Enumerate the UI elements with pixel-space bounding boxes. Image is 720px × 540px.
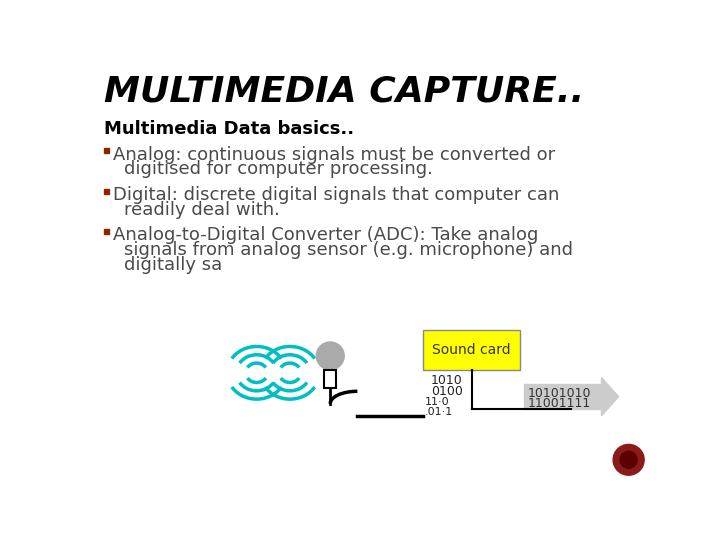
Text: digitally sa: digitally sa (124, 256, 222, 274)
Bar (104, 229, 109, 234)
Text: digitised for computer processing.: digitised for computer processing. (124, 160, 433, 178)
Bar (524, 384, 601, 409)
Text: Multimedia Data basics..: Multimedia Data basics.. (104, 120, 354, 138)
Bar (423, 330, 520, 370)
Bar (104, 189, 109, 194)
Text: Digital: discrete digital signals that computer can: Digital: discrete digital signals that c… (113, 186, 559, 205)
Bar (324, 370, 336, 388)
Text: Analog: continuous signals must be converted or: Analog: continuous signals must be conve… (113, 146, 555, 164)
Circle shape (613, 444, 644, 475)
Bar (104, 148, 109, 153)
Text: MULTIMEDIA CAPTURE..: MULTIMEDIA CAPTURE.. (104, 74, 584, 108)
Text: 1010: 1010 (431, 374, 463, 387)
Text: 11001111: 11001111 (528, 397, 591, 410)
Text: Sound card: Sound card (433, 343, 511, 357)
Text: signals from analog sensor (e.g. microphone) and: signals from analog sensor (e.g. microph… (124, 241, 573, 259)
Text: 11·0: 11·0 (425, 397, 449, 408)
Circle shape (316, 342, 344, 370)
Text: .01·1: .01·1 (425, 408, 453, 417)
Text: 10101010: 10101010 (528, 387, 591, 400)
Polygon shape (601, 377, 618, 416)
Circle shape (620, 451, 637, 468)
Text: 0100: 0100 (431, 385, 463, 398)
Text: Analog-to-Digital Converter (ADC): Take analog: Analog-to-Digital Converter (ADC): Take … (113, 226, 539, 245)
Text: readily deal with.: readily deal with. (124, 201, 280, 219)
